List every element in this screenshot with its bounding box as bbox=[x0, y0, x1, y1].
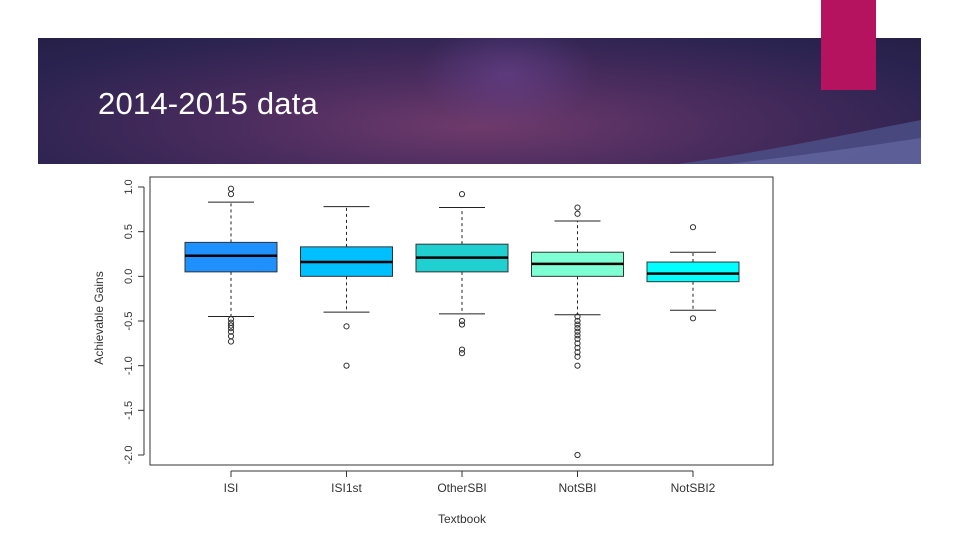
outlier-point bbox=[574, 353, 581, 360]
accent-tab bbox=[821, 0, 876, 90]
y-tick-label: -0.5 bbox=[123, 312, 135, 331]
outlier-point bbox=[574, 349, 581, 356]
y-tick-label: 0.0 bbox=[123, 269, 135, 284]
box-isi1st bbox=[300, 206, 393, 369]
box-isi bbox=[184, 185, 278, 345]
outlier-point bbox=[574, 317, 581, 325]
outlier-point bbox=[574, 328, 581, 335]
outlier-point bbox=[574, 451, 581, 459]
y-axis: -2.0 -1.5 -1.0 -0.5 0.0 0.5 1.0 bbox=[123, 179, 145, 465]
x-tick-label: ISI1st bbox=[331, 481, 362, 495]
slide-title: 2014-2015 data bbox=[98, 86, 318, 121]
y-tick-label: -1.5 bbox=[123, 401, 135, 420]
outlier-point bbox=[227, 322, 235, 329]
box-notsbi bbox=[531, 204, 624, 459]
outlier-point bbox=[458, 346, 466, 353]
outlier-point bbox=[458, 350, 466, 357]
outlier-point bbox=[689, 315, 697, 322]
y-tick-label: -2.0 bbox=[123, 446, 135, 465]
box-series bbox=[184, 185, 740, 459]
x-tick-label: NotSBI2 bbox=[671, 481, 716, 495]
outlier-point bbox=[574, 210, 581, 217]
outlier-point bbox=[574, 340, 581, 347]
outlier-point bbox=[227, 185, 235, 192]
outlier-point bbox=[458, 321, 466, 328]
outlier-point bbox=[574, 335, 581, 342]
x-axis: ISI ISI1st OtherSBI NotSBI NotSBI2 bbox=[224, 470, 716, 495]
outlier-point bbox=[574, 344, 581, 351]
title-banner bbox=[38, 38, 921, 164]
outlier-point bbox=[343, 362, 350, 369]
x-axis-label: Textbook bbox=[438, 512, 487, 526]
x-tick-label: ISI bbox=[224, 481, 239, 495]
iqr-box bbox=[184, 241, 278, 273]
x-tick-label: OtherSBI bbox=[437, 481, 486, 495]
outlier-point bbox=[574, 325, 581, 332]
y-tick-label: 0.5 bbox=[123, 224, 135, 239]
outlier-point bbox=[227, 316, 235, 323]
banner-glow bbox=[418, 38, 598, 128]
outlier-point bbox=[227, 325, 235, 332]
iqr-box bbox=[646, 261, 740, 283]
plot-frame-border bbox=[149, 176, 774, 466]
y-tick-label: 1.0 bbox=[123, 179, 135, 194]
box-notsbi2 bbox=[646, 224, 740, 322]
plot-frame bbox=[149, 176, 774, 466]
box-othersbi bbox=[415, 191, 509, 357]
outlier-point bbox=[574, 321, 581, 328]
outlier-point bbox=[689, 224, 697, 231]
banner-wave-decoration bbox=[678, 120, 921, 164]
outlier-point bbox=[574, 204, 581, 211]
outlier-point bbox=[343, 323, 350, 330]
outlier-point bbox=[574, 313, 581, 320]
y-axis-label: Achievable Gains bbox=[92, 271, 106, 364]
outlier-point bbox=[574, 332, 581, 339]
outlier-point bbox=[458, 317, 466, 325]
outlier-point bbox=[227, 338, 235, 345]
outlier-point bbox=[458, 191, 466, 198]
outlier-point bbox=[574, 362, 581, 369]
x-tick-label: NotSBI bbox=[558, 481, 596, 495]
outlier-point bbox=[227, 328, 235, 335]
y-tick-label: -1.0 bbox=[123, 356, 135, 375]
outlier-point bbox=[227, 191, 235, 198]
